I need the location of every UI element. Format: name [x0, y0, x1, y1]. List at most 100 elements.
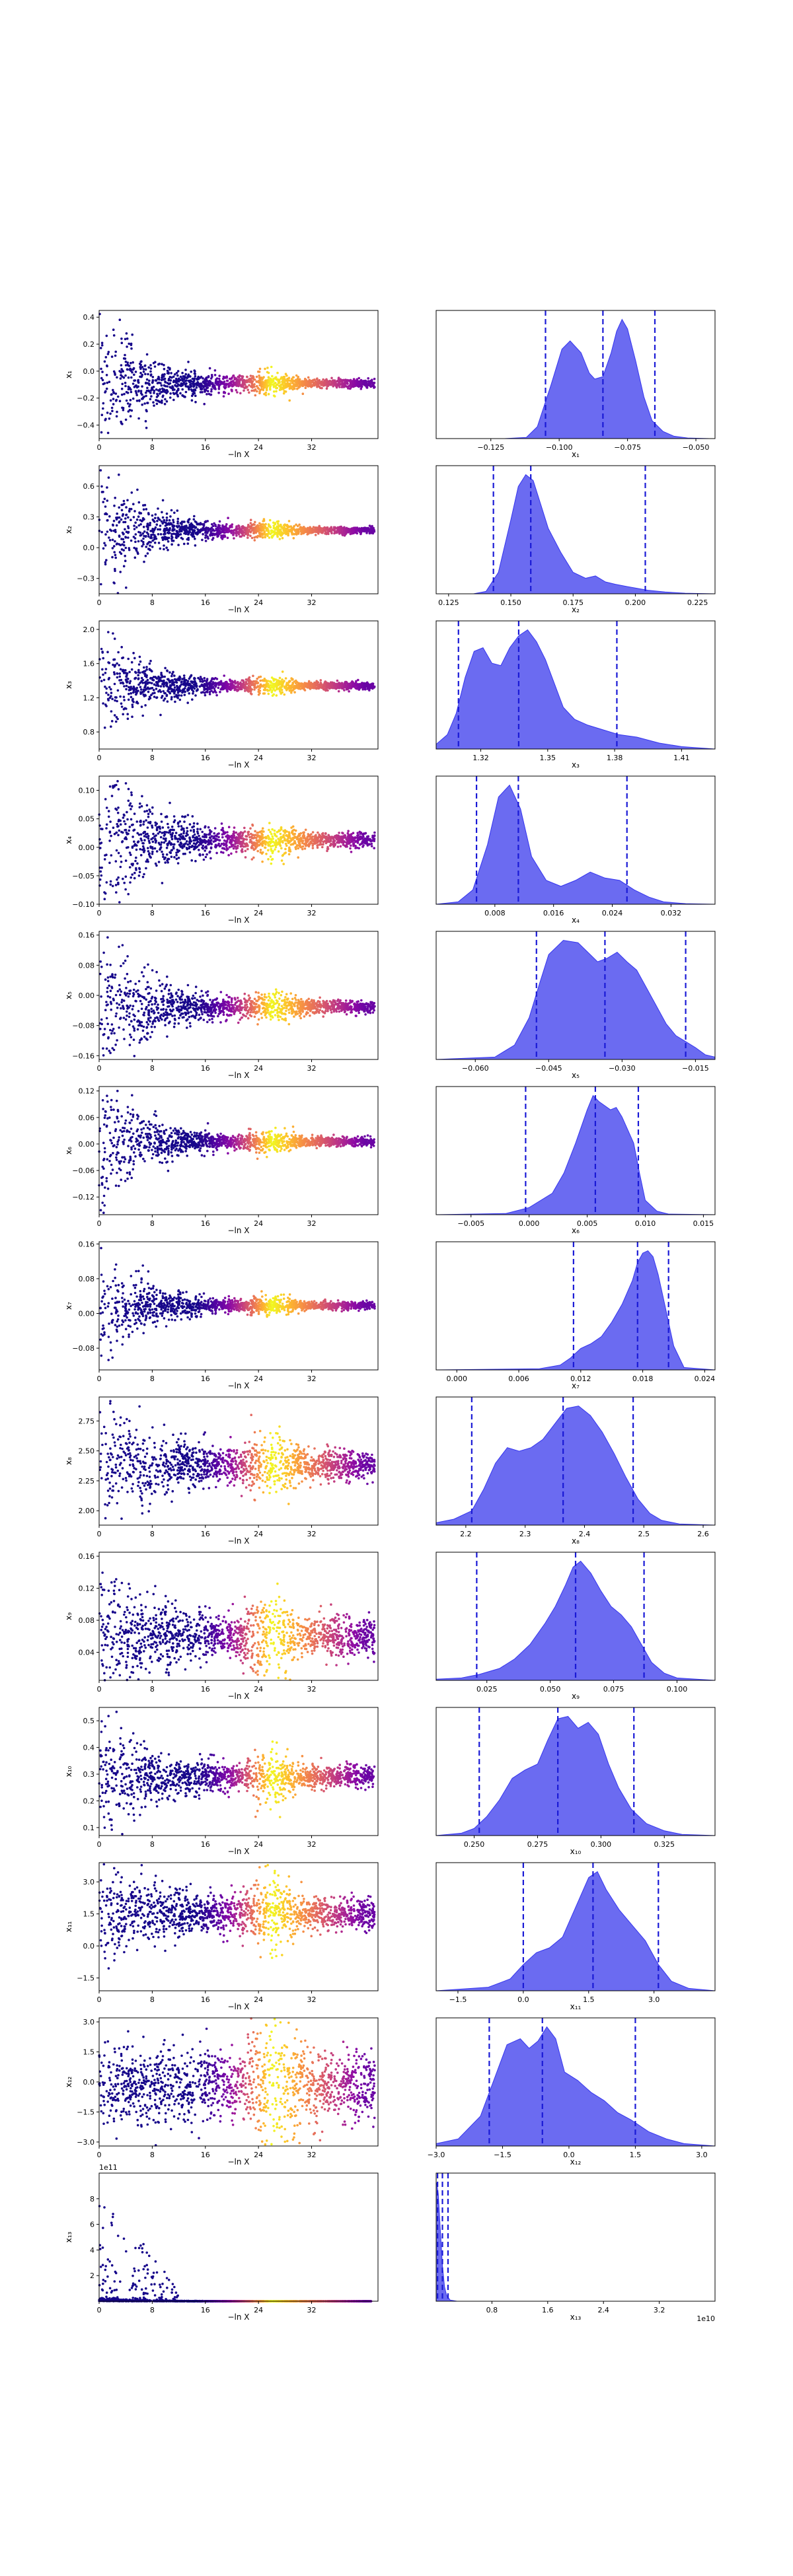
trace-point	[277, 526, 280, 528]
trace-point	[169, 382, 172, 385]
trace-point	[150, 367, 153, 370]
trace-point	[239, 392, 242, 395]
trace-point	[283, 378, 286, 380]
trace-point	[233, 847, 235, 850]
trace-point	[114, 683, 116, 686]
trace-point	[149, 522, 151, 524]
trace-point	[245, 682, 248, 684]
trace-point	[126, 338, 129, 340]
trace-point	[355, 682, 358, 684]
trace-point	[127, 536, 130, 539]
trace-point	[171, 536, 174, 539]
trace-point	[237, 683, 240, 686]
x-tick-label: 8	[150, 598, 155, 607]
trace-point	[141, 805, 143, 808]
trace-point	[103, 542, 106, 545]
trace-panel-x4: 0 8 16 24 32−0.10−0.050.000.050.10−ln Xx₄	[64, 776, 378, 925]
trace-point	[215, 382, 218, 385]
trace-point	[373, 386, 376, 388]
trace-point	[221, 682, 223, 685]
trace-point	[162, 536, 165, 539]
trace-point	[118, 672, 121, 675]
trace-point	[148, 380, 151, 382]
trace-point	[116, 518, 118, 520]
trace-point	[312, 379, 315, 382]
trace-point	[116, 718, 119, 721]
trace-point	[246, 388, 249, 391]
trace-point	[124, 707, 126, 710]
trace-point	[352, 530, 354, 532]
trace-point	[156, 396, 159, 398]
trace-point	[231, 389, 233, 392]
trace-point	[320, 527, 322, 530]
trace-point	[161, 402, 163, 404]
trace-point	[130, 376, 133, 379]
trace-point	[210, 377, 213, 380]
trace-point	[184, 375, 186, 378]
trace-point	[366, 384, 369, 386]
trace-point	[257, 524, 260, 527]
trace-point	[227, 528, 230, 530]
trace-point	[104, 672, 107, 674]
trace-points	[98, 313, 376, 435]
trace-point	[218, 388, 221, 390]
trace-point	[149, 687, 152, 690]
trace-point	[134, 522, 137, 524]
trace-point	[223, 395, 225, 398]
trace-point	[142, 538, 145, 540]
trace-point	[241, 377, 244, 380]
trace-point	[189, 379, 192, 382]
trace-point	[186, 690, 189, 692]
trace-point	[138, 511, 141, 514]
trace-point	[269, 519, 272, 522]
trace-point	[116, 823, 118, 826]
trace-point	[121, 548, 124, 551]
trace-point	[122, 370, 124, 373]
trace-point	[143, 402, 146, 405]
trace-point	[118, 534, 121, 537]
trace-point	[200, 388, 203, 391]
trace-point	[165, 682, 168, 684]
trace-point	[322, 527, 324, 530]
trace-point	[124, 888, 127, 891]
trace-point	[100, 347, 102, 349]
trace-point	[163, 544, 165, 547]
trace-point	[157, 363, 160, 366]
trace-point	[276, 688, 279, 690]
trace-point	[253, 686, 256, 689]
trace-point	[250, 519, 252, 521]
x-tick-label: −0.050	[683, 443, 710, 452]
trace-point	[359, 843, 361, 846]
trace-point	[177, 544, 180, 546]
trace-point	[338, 532, 341, 535]
trace-point	[259, 690, 262, 692]
trace-point	[276, 536, 279, 538]
trace-point	[124, 823, 127, 826]
trace-point	[102, 657, 104, 660]
trace-point	[273, 524, 276, 527]
trace-point	[189, 851, 192, 854]
trace-point	[215, 852, 218, 855]
trace-point	[128, 365, 131, 367]
trace-point	[161, 511, 163, 514]
trace-point	[167, 688, 170, 690]
trace-point	[192, 530, 195, 532]
trace-point	[262, 389, 265, 392]
trace-point	[238, 532, 241, 535]
trace-point	[134, 677, 137, 680]
trace-point	[128, 689, 131, 692]
trace-point	[209, 367, 211, 370]
trace-point	[133, 686, 135, 688]
trace-point	[161, 851, 163, 853]
trace-point	[107, 631, 110, 633]
trace-point	[182, 380, 184, 382]
trace-point	[334, 685, 337, 688]
trace-point	[183, 820, 186, 823]
trace-point	[327, 384, 330, 387]
trace-point	[123, 565, 126, 567]
trace-point	[315, 530, 318, 532]
trace-point	[152, 519, 155, 521]
trace-point	[148, 698, 151, 701]
trace-point	[252, 824, 254, 827]
trace-point	[214, 369, 217, 372]
